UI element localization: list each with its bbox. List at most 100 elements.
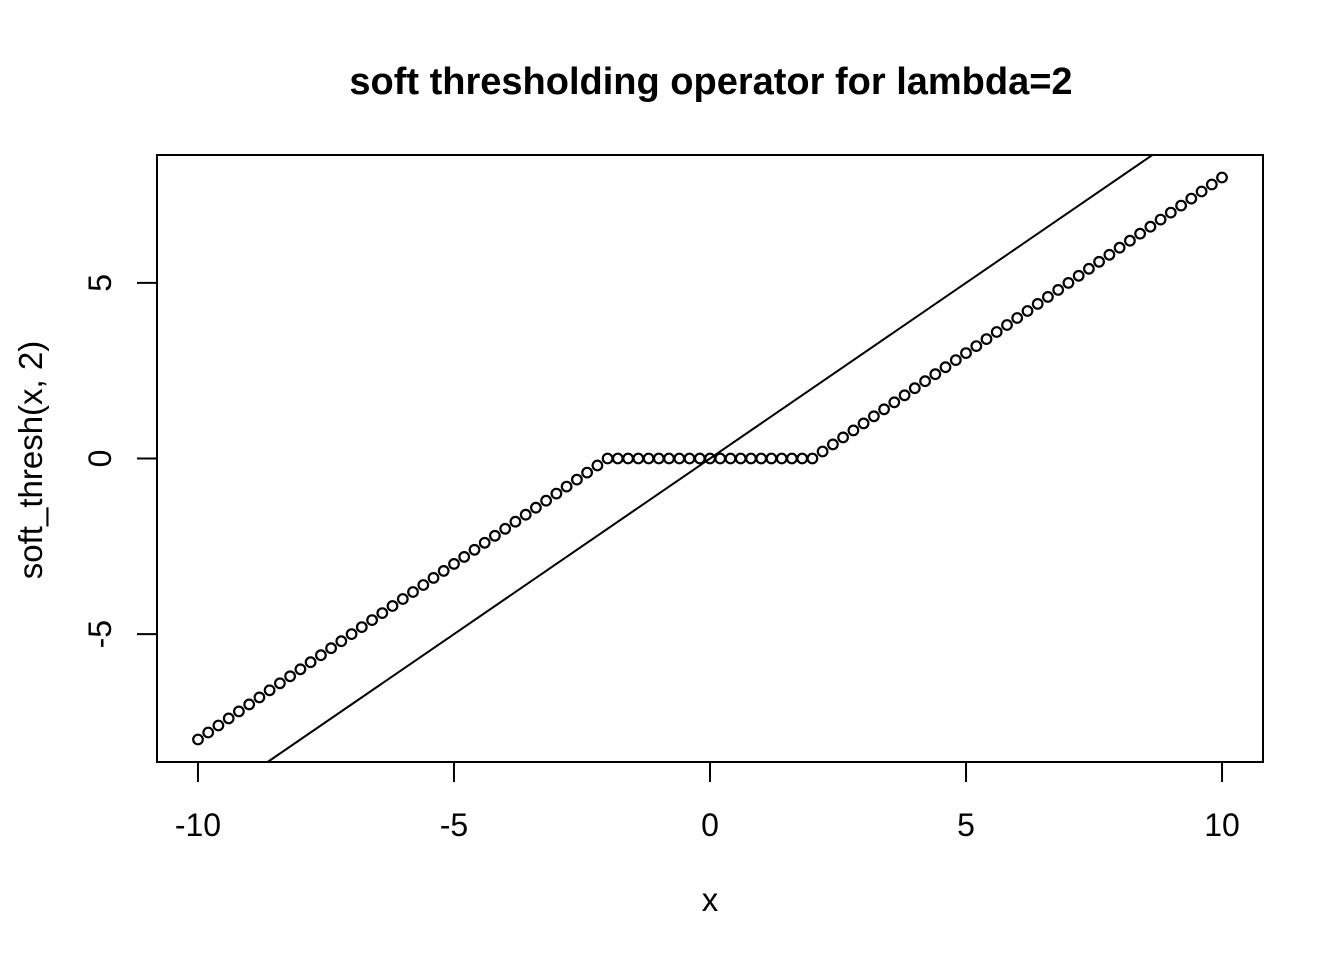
data-point-circle bbox=[304, 656, 317, 669]
data-point-circle bbox=[222, 712, 235, 725]
data-point-circle bbox=[1195, 185, 1208, 198]
data-point-circle bbox=[857, 417, 870, 430]
identity-line-group bbox=[267, 154, 1153, 763]
data-point-circle bbox=[908, 382, 921, 395]
data-point-circle bbox=[1062, 277, 1075, 289]
data-point-circle bbox=[939, 361, 952, 374]
data-point-circle bbox=[1031, 298, 1044, 310]
data-point-circle bbox=[1072, 269, 1085, 282]
data-point-circle bbox=[1144, 220, 1157, 233]
data-point-circle bbox=[622, 452, 634, 465]
data-point-circle bbox=[714, 452, 727, 465]
data-point-circle bbox=[980, 333, 993, 346]
data-point-circle bbox=[294, 663, 307, 676]
y-axis-label: soft_thresh(x, 2) bbox=[12, 341, 49, 579]
data-point-circle bbox=[263, 684, 276, 697]
data-point-circle bbox=[1216, 171, 1228, 184]
data-point-circle bbox=[1154, 213, 1167, 226]
x-axis-tick-label: 10 bbox=[1204, 807, 1240, 843]
data-point-circle bbox=[1082, 262, 1095, 275]
data-point-circle bbox=[642, 452, 655, 465]
data-point-circle bbox=[192, 733, 204, 746]
data-point-circle bbox=[786, 452, 798, 465]
data-point-circle bbox=[550, 487, 563, 500]
data-point-circle bbox=[396, 593, 409, 605]
chart-title: soft thresholding operator for lambda=2 bbox=[349, 61, 1072, 103]
data-point-circle bbox=[1103, 248, 1116, 261]
data-point-circle bbox=[530, 501, 542, 514]
data-point-circle bbox=[1001, 319, 1013, 331]
data-point-circle bbox=[898, 389, 911, 402]
data-point-circle bbox=[827, 438, 839, 451]
y-axis-tick-label: -5 bbox=[82, 620, 118, 648]
data-point-circle bbox=[960, 347, 972, 360]
data-point-circle bbox=[1021, 305, 1034, 317]
data-point-circle bbox=[1093, 255, 1105, 268]
identity-line bbox=[267, 154, 1153, 763]
data-point-circle bbox=[847, 424, 860, 437]
data-point-circle bbox=[1164, 206, 1177, 219]
data-point-circle bbox=[734, 452, 747, 465]
data-point-circle bbox=[652, 452, 665, 465]
data-point-circle bbox=[417, 579, 430, 591]
data-point-circle bbox=[663, 452, 675, 465]
data-point-circle bbox=[376, 607, 389, 619]
data-point-circle bbox=[878, 403, 890, 416]
data-point-circle bbox=[345, 628, 358, 640]
x-axis-tick-label: -10 bbox=[175, 807, 221, 843]
data-point-circle bbox=[888, 396, 901, 409]
data-point-circle bbox=[673, 452, 686, 465]
data-point-circle bbox=[284, 670, 297, 683]
data-point-circle bbox=[366, 614, 379, 626]
data-point-circle bbox=[243, 698, 256, 711]
data-point-circle bbox=[315, 649, 327, 662]
x-axis-label: x bbox=[702, 881, 719, 918]
data-point-circle bbox=[468, 543, 481, 556]
data-point-circle bbox=[274, 677, 286, 690]
x-axis-tick-label: 5 bbox=[957, 807, 975, 843]
data-point-circle bbox=[560, 480, 573, 493]
data-point-circle bbox=[571, 473, 583, 486]
data-point-circle bbox=[591, 459, 604, 472]
axes-group: -10 -5 0 5 10 -5 0 5 bbox=[82, 274, 1240, 843]
data-point-circle bbox=[540, 494, 552, 507]
data-point-circle bbox=[806, 452, 819, 465]
data-point-circle bbox=[437, 565, 450, 577]
data-point-circle bbox=[232, 705, 245, 718]
data-point-circle bbox=[601, 452, 614, 465]
data-point-circle bbox=[816, 445, 829, 458]
data-point-circle bbox=[765, 452, 778, 465]
data-point-circle bbox=[386, 600, 399, 612]
data-point-circle bbox=[1134, 227, 1146, 240]
data-point-circle bbox=[632, 452, 645, 465]
data-point-circle bbox=[202, 726, 215, 739]
data-point-circle bbox=[478, 536, 491, 549]
data-point-circle bbox=[1175, 199, 1187, 212]
x-axis-tick-label: 0 bbox=[701, 807, 719, 843]
data-point-circle bbox=[253, 691, 266, 704]
data-point-circle bbox=[775, 452, 788, 465]
y-axis-tick-label: 0 bbox=[82, 450, 118, 468]
data-point-circle bbox=[970, 340, 983, 353]
data-point-circle bbox=[1185, 192, 1198, 205]
data-point-circle bbox=[1052, 284, 1065, 296]
x-axis-tick-label: -5 bbox=[440, 807, 468, 843]
data-point-circle bbox=[868, 410, 880, 423]
data-point-circle bbox=[427, 572, 440, 584]
data-point-circle bbox=[325, 642, 338, 655]
data-point-circle bbox=[499, 522, 512, 535]
data-point-circle bbox=[212, 719, 225, 732]
data-point-circle bbox=[581, 466, 593, 479]
data-point-circle bbox=[724, 452, 737, 465]
data-point-circle bbox=[693, 452, 706, 465]
data-point-circle bbox=[745, 452, 757, 465]
data-point-circle bbox=[489, 529, 501, 542]
data-point-circle bbox=[1011, 312, 1024, 324]
data-point-circle bbox=[1041, 291, 1054, 303]
data-point-circle bbox=[929, 368, 942, 381]
data-point-circle bbox=[335, 635, 348, 648]
data-point-circle bbox=[355, 621, 368, 633]
data-point-circle bbox=[949, 354, 962, 367]
